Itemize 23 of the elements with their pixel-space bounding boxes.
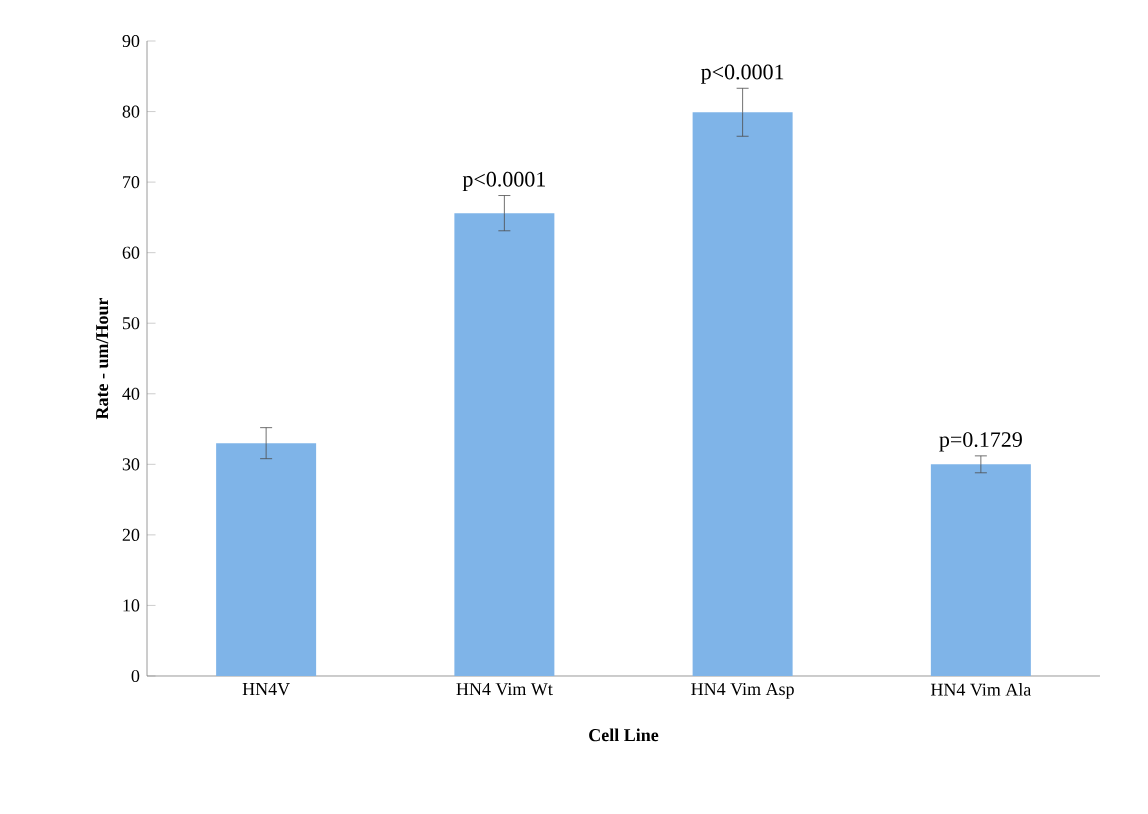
x-tick-label: HN4 Vim Wt — [456, 683, 553, 696]
y-tick-label: 70 — [123, 176, 140, 189]
bar — [692, 112, 793, 676]
annotation: p<0.0001 — [701, 64, 784, 84]
annotation: p<0.0001 — [462, 171, 545, 192]
y-tick-label: 60 — [122, 246, 140, 259]
y-axis-title: Rate - um/Hour — [96, 297, 109, 420]
x-tick-label: HN4 Vim Asp — [691, 683, 794, 699]
x-axis-title: Cell Line — [589, 728, 659, 742]
y-tick-label: 0 — [131, 669, 140, 683]
bar — [216, 443, 317, 676]
y-tick-label: 10 — [123, 599, 140, 612]
y-tick-label: 40 — [122, 387, 140, 400]
annotation: p=0.1729 — [939, 432, 1022, 452]
bar — [930, 464, 1031, 676]
x-tick-label: HN4 Vim Ala — [930, 683, 1032, 696]
y-tick-label: 80 — [122, 105, 140, 118]
bar — [454, 213, 555, 676]
y-tick-label: 30 — [122, 458, 140, 471]
y-tick-label: 90 — [122, 34, 140, 48]
y-tick-label: 20 — [122, 528, 140, 541]
x-tick-label: HN4V — [242, 683, 290, 696]
y-tick-label: 50 — [122, 317, 140, 330]
